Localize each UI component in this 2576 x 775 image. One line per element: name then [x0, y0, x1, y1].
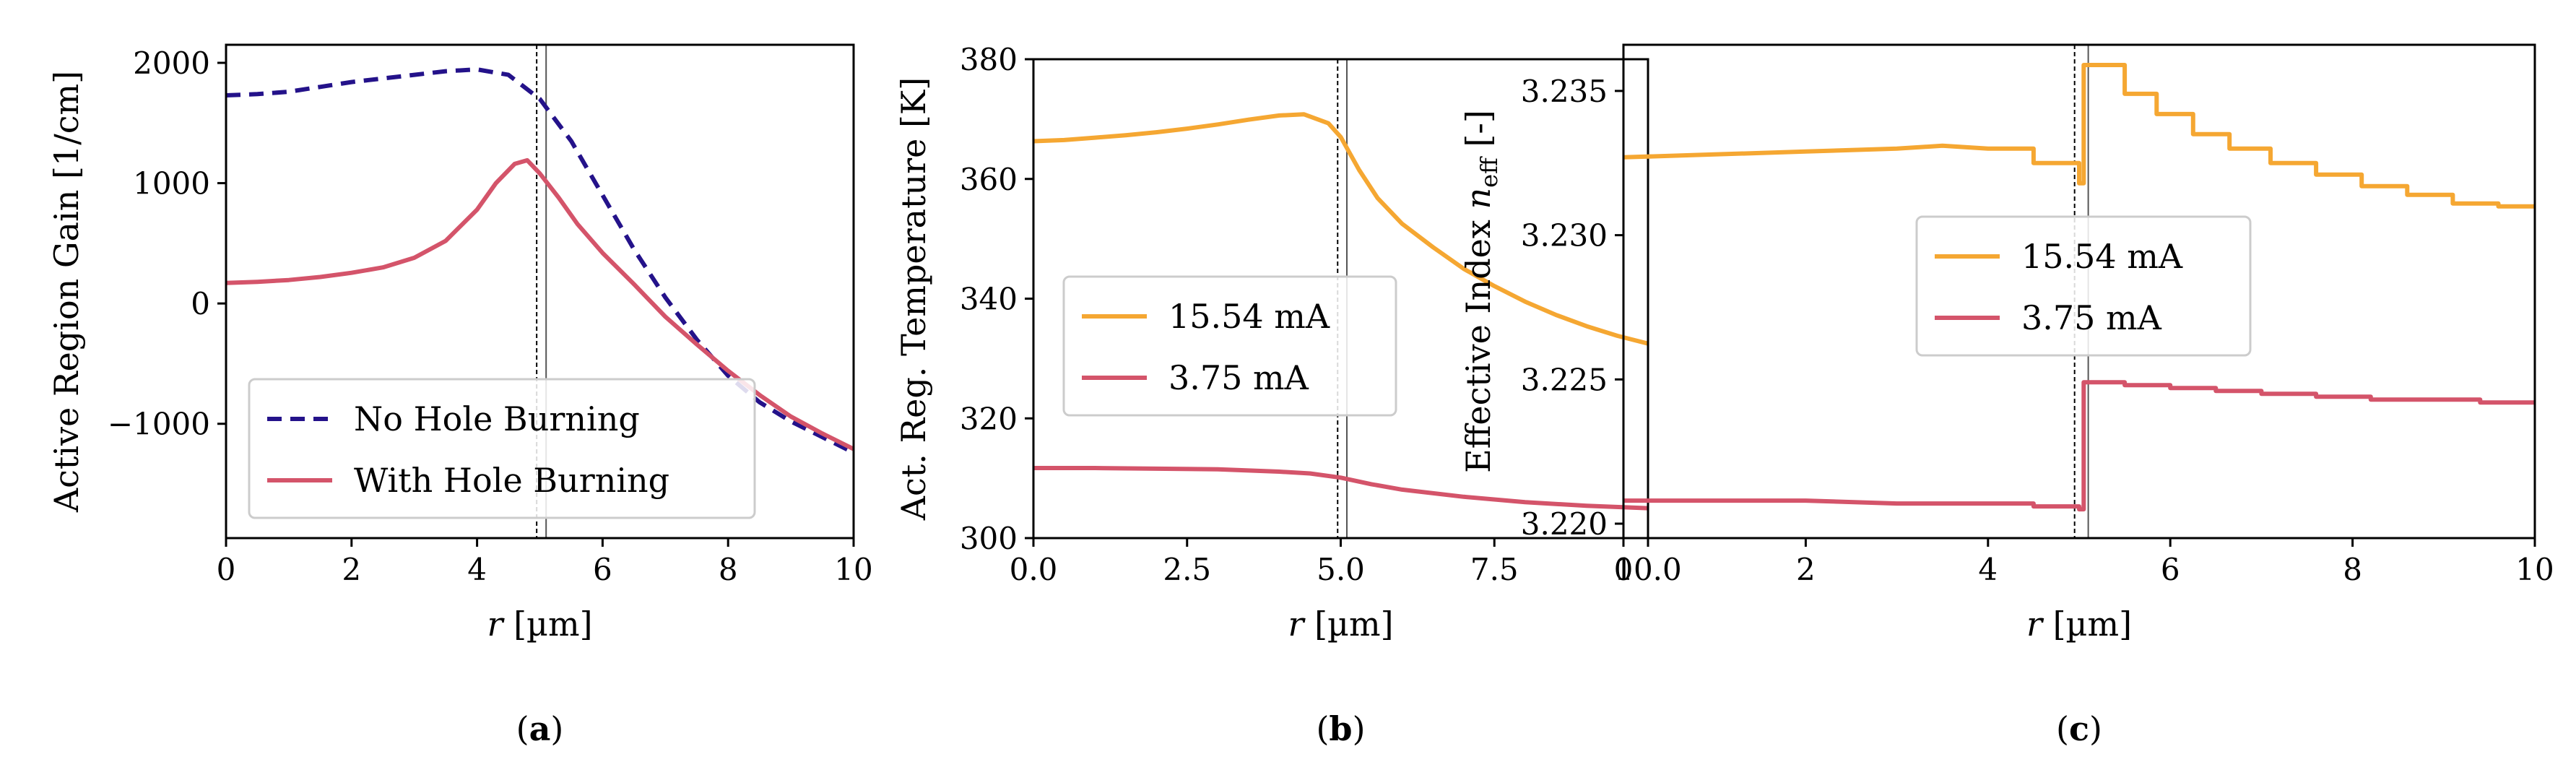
- panel-c-series-0: [1623, 63, 2535, 209]
- panel-b-xtick-label-4: 10.0: [1614, 552, 1682, 587]
- panel-b-xlabel: r [µm]: [1288, 605, 1393, 644]
- panel-a-ticks: 0 2 4 6 8 10 −1000 0 1000 2000: [108, 46, 873, 587]
- panel-c: 0 2 4 6 8 10 3.220 3.225 3.230 3.235 r [µm] Effec…: [1459, 43, 2554, 748]
- panel-b-ylabel: Act. Reg. Temperature [K]: [894, 77, 933, 521]
- panel-c-label: (c): [2056, 709, 2102, 748]
- panel-c-legend-box: [1915, 215, 2252, 357]
- panel-b-legend: 15.54 mA 3.75 mA: [1062, 275, 1397, 417]
- panel-b-legend-label-0: 15.54 mA: [1168, 297, 1330, 336]
- panel-c-ticks: 0 2 4 6 8 10 3.220 3.225 3.230 3.235: [1521, 74, 2554, 587]
- panel-b-ytick-label-4: 380: [960, 42, 1018, 77]
- panel-a-legend-label-0: No Hole Burning: [354, 399, 640, 438]
- panel-c-frame: [1622, 43, 2536, 540]
- panel-a-ylabel: Active Region Gain [1/cm]: [47, 71, 86, 513]
- panel-b: 0.0 2.5 5.0 7.5 10.0 300 320 340 360 380 r [µm] A…: [894, 42, 1682, 748]
- panel-a-xlabel: r [µm]: [487, 605, 592, 644]
- panel-a-ytick-label-3: 2000: [133, 46, 210, 81]
- panel-b-series-0: [1033, 112, 1648, 346]
- panel-c-xlabel: r [µm]: [2026, 605, 2132, 644]
- panel-c-legend-label-1: 3.75 mA: [2021, 298, 2162, 337]
- panel-b-xtick-label-1: 2.5: [1163, 552, 1211, 587]
- panel-c-xtick-label-4: 8: [2343, 552, 2362, 587]
- panel-a-ytick-label-0: −1000: [108, 407, 210, 442]
- panel-a: 0 2 4 6 8 10 −1000 0 1000 2000 r [µm] Active Regi…: [47, 43, 873, 748]
- panel-c-xtick-label-2: 4: [1978, 552, 1998, 587]
- panel-b-ytick-label-0: 300: [960, 521, 1018, 556]
- panel-b-ytick-label-1: 320: [960, 401, 1018, 436]
- panel-b-xtick-label-3: 7.5: [1470, 552, 1519, 587]
- panel-b-ticks: 0.0 2.5 5.0 7.5 10.0 300 320 340 360 380: [960, 42, 1682, 587]
- panel-a-plot: [226, 45, 854, 538]
- panel-c-series-1: [1623, 380, 2535, 512]
- panel-b-label: (b): [1316, 709, 1365, 748]
- panel-a-legend: No Hole Burning With Hole Burning: [248, 378, 756, 519]
- panel-c-ytick-label-2: 3.230: [1521, 218, 1608, 254]
- panel-a-series-0: [226, 67, 854, 455]
- panel-a-ytick-label-1: 0: [191, 286, 210, 321]
- panel-a-xtick-label-4: 8: [719, 552, 738, 587]
- panel-a-xtick-label-3: 6: [593, 552, 612, 587]
- panel-c-ytick-label-0: 3.220: [1521, 506, 1608, 542]
- panel-c-xtick-label-3: 6: [2161, 552, 2180, 587]
- panel-a-xtick-label-0: 0: [217, 552, 236, 587]
- panel-c-ytick-label-3: 3.235: [1521, 74, 1608, 109]
- panel-b-legend-label-1: 3.75 mA: [1168, 358, 1309, 397]
- panel-c-xtick-label-5: 10: [2515, 552, 2554, 587]
- panel-c-legend: 15.54 mA 3.75 mA: [1915, 215, 2252, 357]
- panel-c-ylabel: Effective Index neff [-]: [1459, 110, 1503, 473]
- panel-a-xtick-label-1: 2: [342, 552, 361, 587]
- panel-c-legend-label-0: 15.54 mA: [2021, 237, 2183, 276]
- panel-c-ytick-label-1: 3.225: [1521, 362, 1608, 397]
- panel-b-ytick-label-2: 340: [960, 282, 1018, 317]
- panel-a-label: (a): [516, 709, 564, 748]
- panel-a-legend-label-1: With Hole Burning: [354, 461, 669, 500]
- panel-a-xtick-label-2: 4: [467, 552, 487, 587]
- panel-a-xtick-label-5: 10: [834, 552, 872, 587]
- panel-a-legend-box: [248, 378, 756, 519]
- panel-c-xtick-label-0: 0: [1614, 552, 1634, 587]
- panel-c-xtick-label-1: 2: [1796, 552, 1816, 587]
- panel-b-series-1: [1033, 466, 1648, 511]
- panel-a-series-1: [226, 157, 854, 451]
- panel-a-frame: [225, 43, 855, 540]
- panel-b-xtick-label-2: 5.0: [1317, 552, 1365, 587]
- panel-b-xtick-label-0: 0.0: [1010, 552, 1058, 587]
- panel-b-legend-box: [1062, 275, 1397, 417]
- panel-b-ytick-label-3: 360: [960, 162, 1018, 197]
- panel-a-ytick-label-2: 1000: [133, 166, 210, 202]
